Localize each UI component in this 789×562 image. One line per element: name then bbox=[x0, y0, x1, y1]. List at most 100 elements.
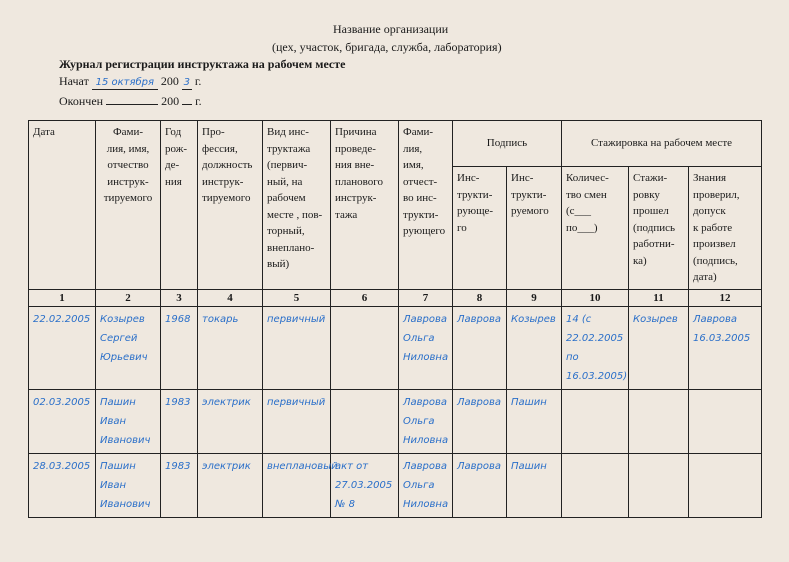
cell-birth-year[interactable]: 1983 bbox=[160, 452, 198, 518]
column-number: 9 bbox=[506, 288, 562, 307]
cell-instructor-name[interactable]: Лаврова Ольга Ниловна bbox=[398, 388, 453, 454]
cell-knowledge-checked[interactable]: Лаврова 16.03.2005 bbox=[688, 305, 762, 390]
cell-sign-instructor[interactable]: Лаврова bbox=[452, 452, 507, 518]
started-day-field[interactable]: 15 октября bbox=[91, 76, 158, 90]
cell-value: Лаврова Ольга Ниловна bbox=[403, 313, 449, 363]
cell-value: токарь bbox=[202, 313, 239, 325]
header-birth-year: Год рож- де- ния bbox=[160, 120, 198, 290]
cell-internship-passed[interactable]: Козырев bbox=[628, 305, 689, 390]
cell-reason[interactable] bbox=[330, 305, 399, 390]
header-internship: Стажировка на рабочем месте bbox=[561, 120, 762, 167]
cell-birth-year[interactable]: 1968 bbox=[160, 305, 198, 390]
column-numbers-row: 1 2 3 4 5 6 7 8 9 10 11 12 bbox=[28, 288, 762, 307]
table-row: 22.02.2005 Козырев Сергей Юрьевич 1968 тока… bbox=[28, 305, 762, 390]
started-year-suffix: г. bbox=[194, 74, 202, 88]
cell-sign-trainee[interactable]: Пашин bbox=[506, 388, 562, 454]
ended-day-field[interactable] bbox=[106, 91, 159, 105]
cell-instruction-type[interactable]: первичный bbox=[262, 388, 331, 454]
cell-value: Лаврова Ольга Ниловна bbox=[403, 460, 449, 510]
cell-value: первичный bbox=[267, 396, 326, 408]
cell-value: Козырев bbox=[511, 313, 556, 325]
cell-value: 1983 bbox=[165, 460, 191, 472]
cell-value: Пашин bbox=[511, 460, 547, 472]
header-date: Дата bbox=[28, 120, 96, 290]
started-year-prefix: 200 bbox=[160, 74, 179, 88]
cell-sign-instructor[interactable]: Лаврова bbox=[452, 388, 507, 454]
cell-instructor-name[interactable]: Лаврова Ольга Ниловна bbox=[398, 305, 453, 390]
cell-date[interactable]: 28.03.2005 bbox=[28, 452, 96, 518]
org-name: Название организации bbox=[333, 22, 449, 36]
cell-profession[interactable]: электрик bbox=[197, 452, 263, 518]
column-number: 4 bbox=[197, 288, 263, 307]
cell-value: 22.02.2005 bbox=[33, 313, 91, 325]
header-trainee-name: Фами- лия, имя, отчество инструк- тируем… bbox=[95, 120, 161, 290]
ended-year-prefix: 200 bbox=[161, 94, 180, 108]
header-knowledge-checked: Знания проверил, допуск к работе произве… bbox=[688, 166, 762, 290]
cell-trainee-name[interactable]: Пашин Иван Иванович bbox=[95, 452, 161, 518]
cell-value: первичный bbox=[267, 313, 326, 325]
column-number: 8 bbox=[452, 288, 507, 307]
cell-date[interactable]: 02.03.2005 bbox=[28, 388, 96, 454]
column-number: 10 bbox=[561, 288, 629, 307]
cell-value: Лаврова bbox=[457, 313, 502, 325]
header-shift-count: Количес- тво смен (с___ по___) bbox=[561, 166, 629, 290]
cell-value: 1983 bbox=[165, 396, 191, 408]
cell-sign-instructor[interactable]: Лаврова bbox=[452, 305, 507, 390]
header-instructor-name: Фами- лия, имя, отчест- во инс- трукти- … bbox=[398, 120, 453, 290]
cell-instruction-type[interactable]: внеплановый bbox=[262, 452, 338, 518]
cell-value: Пашин Иван Иванович bbox=[100, 460, 151, 510]
cell-reason[interactable]: акт от 27.03.2005 № 8 bbox=[330, 452, 399, 518]
cell-value: акт от 27.03.2005 № 8 bbox=[335, 460, 393, 510]
column-number: 7 bbox=[398, 288, 453, 307]
journal-title: Журнал регистрации инструктажа на рабоче… bbox=[59, 57, 346, 71]
started-label: Начат bbox=[59, 74, 89, 88]
header-reason: Причина проведе- ния вне- планового инст… bbox=[330, 120, 399, 290]
cell-value: Лаврова bbox=[457, 460, 502, 472]
cell-instructor-name[interactable]: Лаврова Ольга Ниловна bbox=[398, 452, 453, 518]
header-internship-passed: Стажи- ровку прошел (подпись работни- ка… bbox=[628, 166, 689, 290]
cell-date[interactable]: 22.02.2005 bbox=[28, 305, 96, 390]
cell-trainee-name[interactable]: Пашин Иван Иванович bbox=[95, 388, 161, 454]
cell-sign-trainee[interactable]: Козырев bbox=[506, 305, 562, 390]
cell-value: 1968 bbox=[165, 313, 191, 325]
instruction-log-table: Дата Фами- лия, имя, отчество инструк- т… bbox=[28, 120, 762, 518]
cell-sign-trainee[interactable]: Пашин bbox=[506, 452, 562, 518]
cell-value: 28.03.2005 bbox=[33, 460, 91, 472]
header-profession: Про- фессия, должность инструк- тируемог… bbox=[197, 120, 263, 290]
ended-label: Окончен bbox=[59, 94, 104, 108]
cell-value: Лаврова bbox=[457, 396, 502, 408]
cell-value: Лаврова Ольга Ниловна bbox=[403, 396, 449, 446]
header-signature: Подпись bbox=[452, 120, 562, 167]
column-number: 11 bbox=[628, 288, 689, 307]
column-number: 12 bbox=[688, 288, 762, 307]
cell-instruction-type[interactable]: первичный bbox=[262, 305, 331, 390]
cell-value: Козырев Сергей Юрьевич bbox=[100, 313, 148, 363]
cell-knowledge-checked[interactable] bbox=[688, 452, 762, 518]
cell-internship-passed[interactable] bbox=[628, 388, 689, 454]
cell-value: электрик bbox=[202, 460, 251, 472]
cell-profession[interactable]: токарь bbox=[197, 305, 263, 390]
column-number: 2 bbox=[95, 288, 161, 307]
cell-knowledge-checked[interactable] bbox=[688, 388, 762, 454]
cell-value: Пашин Иван Иванович bbox=[100, 396, 151, 446]
cell-shift-count[interactable] bbox=[561, 388, 629, 454]
cell-value: Лаврова 16.03.2005 bbox=[693, 313, 751, 344]
table-row: 02.03.2005 Пашин Иван Иванович 1983 электри… bbox=[28, 388, 762, 454]
header-instruction-type: Вид инс- труктажа (первич- ный, на рабоч… bbox=[262, 120, 331, 290]
table-row: 28.03.2005 Пашин Иван Иванович 1983 электри… bbox=[28, 452, 762, 518]
ended-line: Окончен 200 г. bbox=[59, 91, 202, 109]
cell-value: 02.03.2005 bbox=[33, 396, 91, 408]
header-sign-trainee: Инс- трукти- руемого bbox=[506, 166, 562, 290]
cell-reason[interactable] bbox=[330, 388, 399, 454]
cell-shift-count[interactable]: 14 (с 22.02.2005 по 16.03.2005) bbox=[561, 305, 629, 390]
header-sign-instructor: Инс- трукти- рующе- го bbox=[452, 166, 507, 290]
cell-shift-count[interactable] bbox=[561, 452, 629, 518]
ended-year-field[interactable] bbox=[182, 91, 193, 105]
cell-birth-year[interactable]: 1983 bbox=[160, 388, 198, 454]
cell-value: внеплановый bbox=[267, 460, 338, 472]
cell-internship-passed[interactable] bbox=[628, 452, 689, 518]
cell-profession[interactable]: электрик bbox=[197, 388, 263, 454]
started-year-field[interactable]: 3 bbox=[181, 77, 192, 90]
cell-trainee-name[interactable]: Козырев Сергей Юрьевич bbox=[95, 305, 161, 390]
cell-value: 14 (с 22.02.2005 по 16.03.2005) bbox=[566, 313, 628, 382]
